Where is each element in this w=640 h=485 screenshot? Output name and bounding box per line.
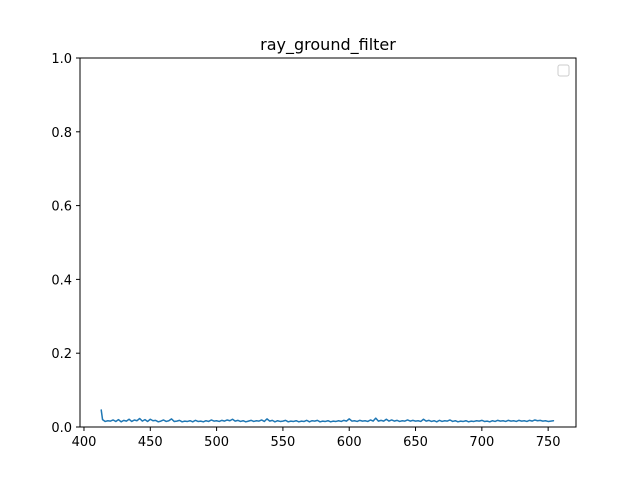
legend-box[interactable] xyxy=(557,64,570,77)
y-tick-label: 0.0 xyxy=(51,421,72,436)
y-tick-label: 0.8 xyxy=(51,126,72,141)
chart-title: ray_ground_filter xyxy=(260,35,396,55)
y-tick-label: 0.2 xyxy=(51,347,72,362)
axes: 400 450 500 550 600 650 700 750 0.0 0.2 0.4 0.6 0.8 1… xyxy=(51,52,577,450)
x-tick-label: 750 xyxy=(536,435,561,450)
y-tick-label: 0.6 xyxy=(51,200,72,215)
plot-area xyxy=(100,409,555,423)
x-tick-label: 450 xyxy=(138,435,163,450)
x-tick-label: 600 xyxy=(337,435,362,450)
x-tick-label: 550 xyxy=(270,435,295,450)
axes-frame xyxy=(79,57,577,428)
y-tick-label: 1.0 xyxy=(51,52,72,67)
x-tick-label: 650 xyxy=(403,435,428,450)
x-tick-label: 500 xyxy=(204,435,229,450)
series-line xyxy=(100,409,555,423)
y-tick-label: 0.4 xyxy=(51,273,72,288)
x-tick-label: 400 xyxy=(72,435,97,450)
x-tick-label: 700 xyxy=(469,435,494,450)
